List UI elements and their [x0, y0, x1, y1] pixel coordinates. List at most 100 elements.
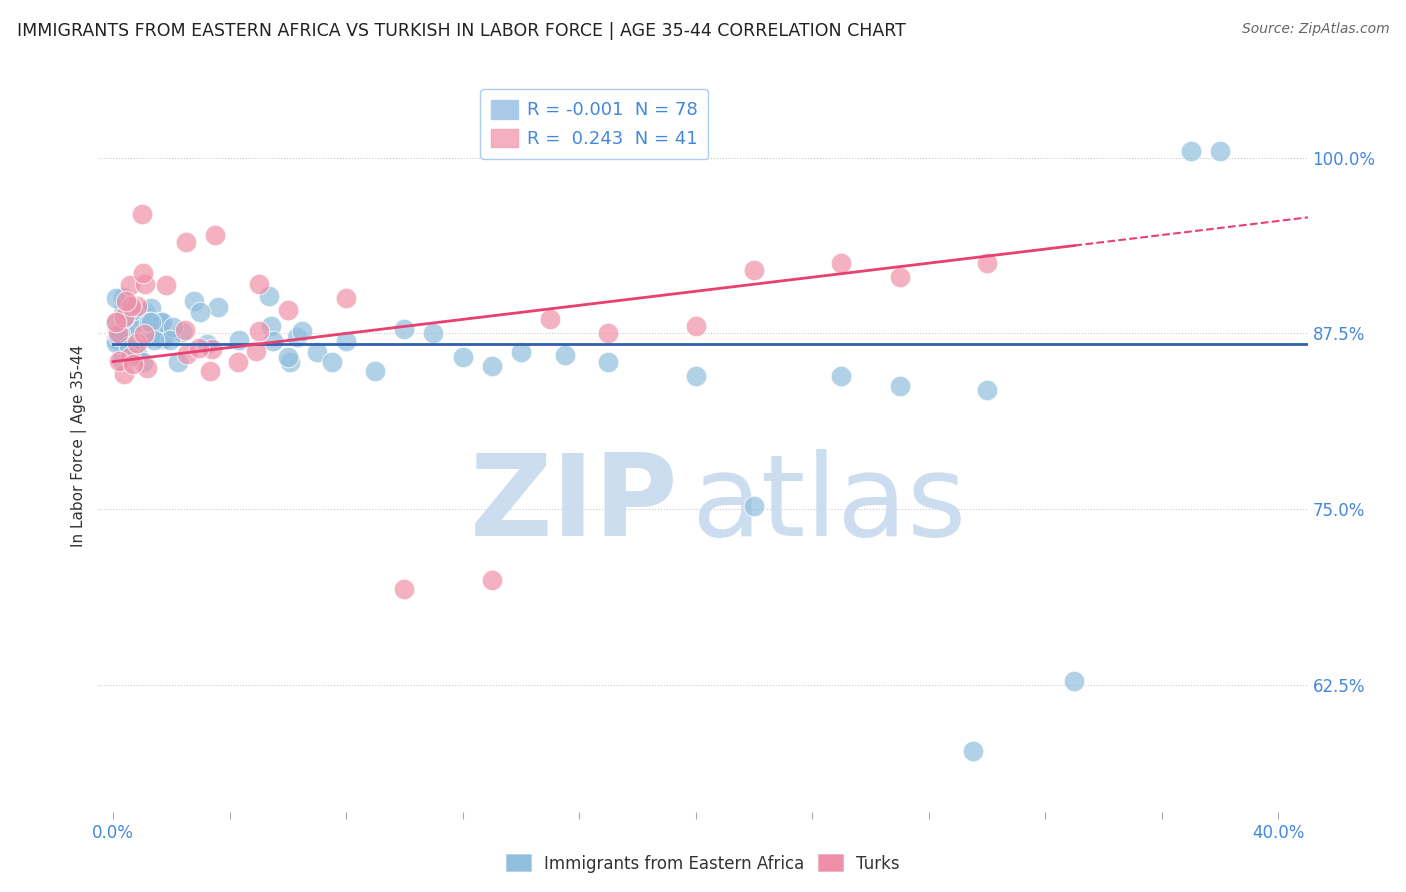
Point — [125, 300, 148, 314]
Point — [188, 305, 211, 319]
Point — [107, 353, 129, 368]
Point — [120, 299, 142, 313]
Point — [174, 323, 197, 337]
Point — [481, 359, 503, 373]
Point — [107, 328, 129, 343]
Point — [335, 291, 357, 305]
Point — [247, 277, 270, 292]
Legend: Immigrants from Eastern Africa, Turks: Immigrants from Eastern Africa, Turks — [499, 847, 907, 880]
Point — [143, 334, 166, 348]
Point — [112, 311, 135, 326]
Point — [135, 361, 157, 376]
Point — [131, 315, 153, 329]
Point — [114, 293, 136, 308]
Point — [114, 310, 136, 324]
Point — [107, 326, 129, 341]
Point — [260, 318, 283, 333]
Point — [121, 320, 143, 334]
Point — [305, 344, 328, 359]
Point — [201, 342, 224, 356]
Point — [150, 315, 173, 329]
Point — [118, 339, 141, 353]
Point — [188, 341, 211, 355]
Point — [114, 324, 136, 338]
Point — [228, 333, 250, 347]
Point — [976, 383, 998, 397]
Point — [598, 326, 620, 341]
Legend: R = -0.001  N = 78, R =  0.243  N = 41: R = -0.001 N = 78, R = 0.243 N = 41 — [479, 89, 709, 159]
Point — [174, 235, 197, 249]
Point — [149, 315, 172, 329]
Point — [394, 322, 416, 336]
Point — [247, 324, 270, 338]
Point — [889, 378, 911, 392]
Point — [170, 325, 193, 339]
Point — [105, 332, 128, 346]
Point — [121, 340, 143, 354]
Point — [481, 573, 503, 587]
Point — [112, 302, 135, 317]
Point — [176, 347, 198, 361]
Point — [132, 267, 155, 281]
Text: atlas: atlas — [690, 449, 966, 560]
Point — [110, 326, 132, 341]
Point — [127, 335, 149, 350]
Point — [742, 500, 765, 514]
Point — [108, 326, 131, 341]
Point — [104, 314, 127, 328]
Point — [830, 368, 852, 383]
Point — [335, 334, 357, 348]
Point — [277, 351, 299, 365]
Point — [183, 293, 205, 308]
Point — [111, 290, 134, 304]
Point — [1209, 144, 1232, 158]
Point — [166, 354, 188, 368]
Point — [685, 368, 707, 383]
Point — [139, 301, 162, 315]
Point — [155, 277, 177, 292]
Point — [112, 367, 135, 381]
Point — [204, 227, 226, 242]
Point — [830, 256, 852, 270]
Point — [962, 744, 984, 758]
Point — [121, 302, 143, 317]
Point — [976, 256, 998, 270]
Point — [112, 310, 135, 324]
Point — [364, 364, 387, 378]
Point — [291, 324, 314, 338]
Point — [131, 207, 153, 221]
Point — [207, 300, 229, 314]
Point — [138, 315, 160, 329]
Point — [125, 347, 148, 361]
Point — [554, 347, 576, 362]
Point — [262, 334, 284, 348]
Text: Source: ZipAtlas.com: Source: ZipAtlas.com — [1241, 22, 1389, 37]
Y-axis label: In Labor Force | Age 35-44: In Labor Force | Age 35-44 — [72, 345, 87, 547]
Point — [111, 337, 134, 351]
Point — [1180, 144, 1202, 158]
Point — [104, 315, 127, 329]
Point — [278, 354, 301, 368]
Point — [1063, 673, 1085, 688]
Text: IMMIGRANTS FROM EASTERN AFRICA VS TURKISH IN LABOR FORCE | AGE 35-44 CORRELATION: IMMIGRANTS FROM EASTERN AFRICA VS TURKIS… — [17, 22, 905, 40]
Point — [120, 301, 142, 316]
Point — [121, 358, 143, 372]
Point — [200, 364, 222, 378]
Point — [245, 343, 267, 358]
Point — [141, 315, 163, 329]
Point — [118, 350, 141, 364]
Point — [538, 312, 561, 326]
Point — [257, 289, 280, 303]
Point — [105, 323, 128, 337]
Point — [159, 333, 181, 347]
Point — [277, 302, 299, 317]
Point — [889, 270, 911, 285]
Point — [150, 315, 173, 329]
Point — [394, 582, 416, 597]
Point — [118, 277, 141, 292]
Point — [127, 307, 149, 321]
Point — [149, 328, 172, 343]
Point — [162, 320, 184, 334]
Point — [134, 277, 156, 291]
Point — [422, 326, 444, 341]
